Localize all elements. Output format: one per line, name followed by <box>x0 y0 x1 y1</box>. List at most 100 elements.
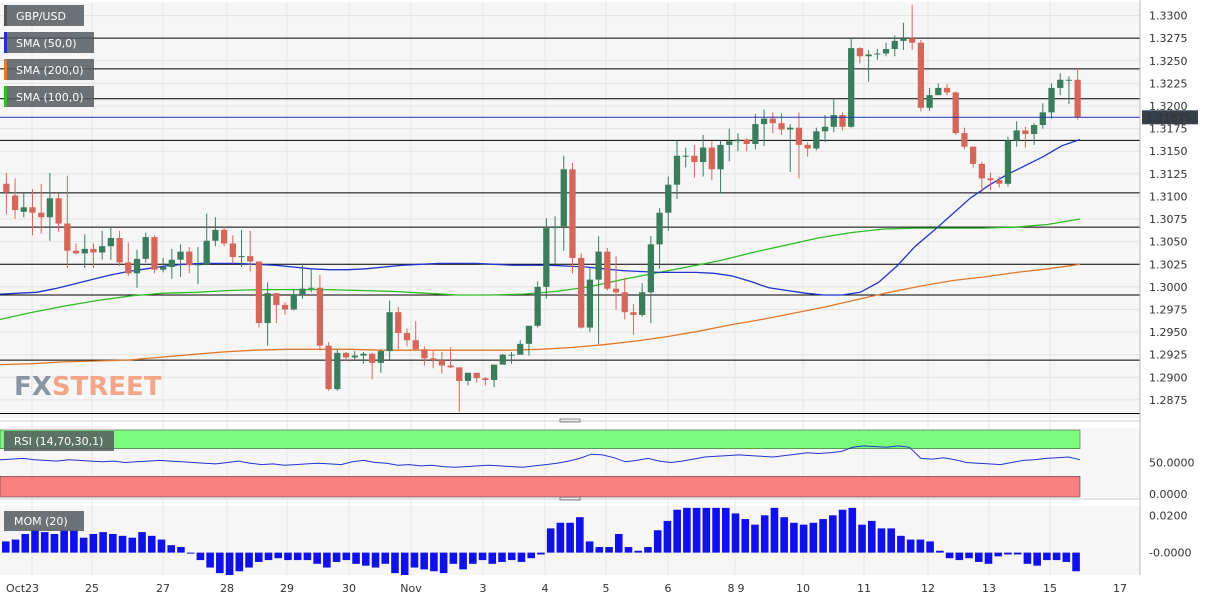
mom-bar <box>352 552 360 564</box>
mom-bar <box>507 552 516 561</box>
mom-bar <box>926 541 934 553</box>
mom-bar <box>177 547 185 553</box>
candle-body <box>64 223 71 251</box>
candle-body <box>1013 130 1020 141</box>
x-tick-label: 11 <box>857 582 871 595</box>
mom-bar <box>644 547 652 553</box>
candle-body <box>194 264 202 266</box>
candle-body <box>848 48 855 127</box>
mom-bar <box>264 552 273 561</box>
mom-bar <box>624 547 633 553</box>
mom-bar <box>722 507 730 553</box>
mom-bar <box>1033 552 1041 566</box>
y-tick-label: 1.3075 <box>1149 213 1188 226</box>
mom-bar <box>546 528 555 553</box>
candle-body <box>464 372 472 381</box>
candle-body <box>151 237 158 270</box>
mom-bar <box>994 552 1003 557</box>
mom-bar <box>867 520 876 553</box>
candle-body <box>612 288 620 293</box>
mom-bar <box>410 552 419 568</box>
candle-body <box>1004 140 1012 184</box>
mom-bar <box>974 552 983 562</box>
legend-swatch <box>4 32 7 53</box>
x-tick-label: 27 <box>156 582 170 595</box>
mom-bar <box>167 545 175 553</box>
rsi-tick-0: 0.0000 <box>1149 488 1188 501</box>
y-tick-label: 1.3300 <box>1149 10 1188 23</box>
y-tick-label: 1.3225 <box>1149 77 1188 90</box>
y-tick-label: 1.2875 <box>1149 394 1188 407</box>
legend-tag <box>4 59 94 80</box>
candle-body <box>909 38 916 43</box>
candle-body <box>778 123 785 130</box>
mom-bar <box>702 507 711 553</box>
x-tick-label: 17 <box>1113 582 1127 595</box>
candle-body <box>1057 79 1064 88</box>
mom-bar <box>381 552 390 564</box>
sma50-line <box>0 138 1081 296</box>
mom-bar <box>245 552 253 568</box>
candle-body <box>447 365 454 368</box>
mom-bar <box>877 528 886 553</box>
x-tick-label: 9 <box>738 582 745 595</box>
candle-body <box>99 246 106 253</box>
candle-body <box>316 287 324 346</box>
x-tick-label: 5 <box>603 582 610 595</box>
legend-tag <box>4 86 94 107</box>
candle-body <box>360 353 367 356</box>
mom-bar <box>585 541 594 553</box>
mom-bar <box>332 552 341 562</box>
mom-bar <box>683 507 691 553</box>
candle-body <box>142 237 149 259</box>
mom-bar <box>858 524 866 553</box>
candle-body <box>116 238 123 263</box>
mom-bar <box>1072 552 1080 572</box>
candle-body <box>987 178 994 181</box>
mom-bar <box>138 532 146 553</box>
y-tick-label: 1.3000 <box>1149 281 1188 294</box>
candle-body <box>386 312 393 352</box>
rsi-overbought-band <box>0 429 1081 449</box>
y-tick-label: 1.3050 <box>1149 236 1188 249</box>
candle-body <box>281 304 289 310</box>
candle-body <box>534 286 541 326</box>
rsi-line <box>0 445 1081 468</box>
mom-bar <box>984 552 993 564</box>
candle-body <box>308 287 315 289</box>
mom-bar <box>206 552 214 568</box>
candle-body <box>551 226 559 229</box>
rsi-oversold-band <box>0 476 1081 498</box>
x-tick-label: 8 <box>728 582 735 595</box>
watermark-fx: FX <box>14 372 52 402</box>
rsi-legend-label: RSI (14,70,30,1) <box>14 435 103 448</box>
x-tick-label: 4 <box>542 582 549 595</box>
candle-body <box>560 169 567 227</box>
mom-bar <box>157 539 166 553</box>
y-tick-label: 1.2975 <box>1149 303 1188 316</box>
x-tick-label: 10 <box>796 582 810 595</box>
mom-bar <box>420 552 428 570</box>
candle-body <box>961 133 968 147</box>
mom-bar <box>400 552 409 575</box>
x-tick-label: Nov <box>400 582 422 595</box>
mom-bar <box>70 530 78 553</box>
x-tick-label: 12 <box>921 582 935 595</box>
candle-body <box>900 38 907 41</box>
candle-body <box>743 139 750 144</box>
candle-body <box>1048 87 1055 113</box>
y-tick-label: 1.2925 <box>1149 349 1188 362</box>
mom-bar <box>439 552 448 574</box>
candle-body <box>639 292 646 315</box>
candle-body <box>429 358 437 361</box>
mom-bar <box>653 530 662 553</box>
mom-bar <box>751 524 759 553</box>
candle-body <box>490 364 498 381</box>
candle-body <box>804 144 811 149</box>
candle-body <box>1074 79 1081 117</box>
x-tick-label: 6 <box>665 582 672 595</box>
mom-bar <box>371 552 380 568</box>
candle-body <box>917 42 925 108</box>
candle-body <box>1039 112 1046 125</box>
legend-tag <box>4 32 94 53</box>
